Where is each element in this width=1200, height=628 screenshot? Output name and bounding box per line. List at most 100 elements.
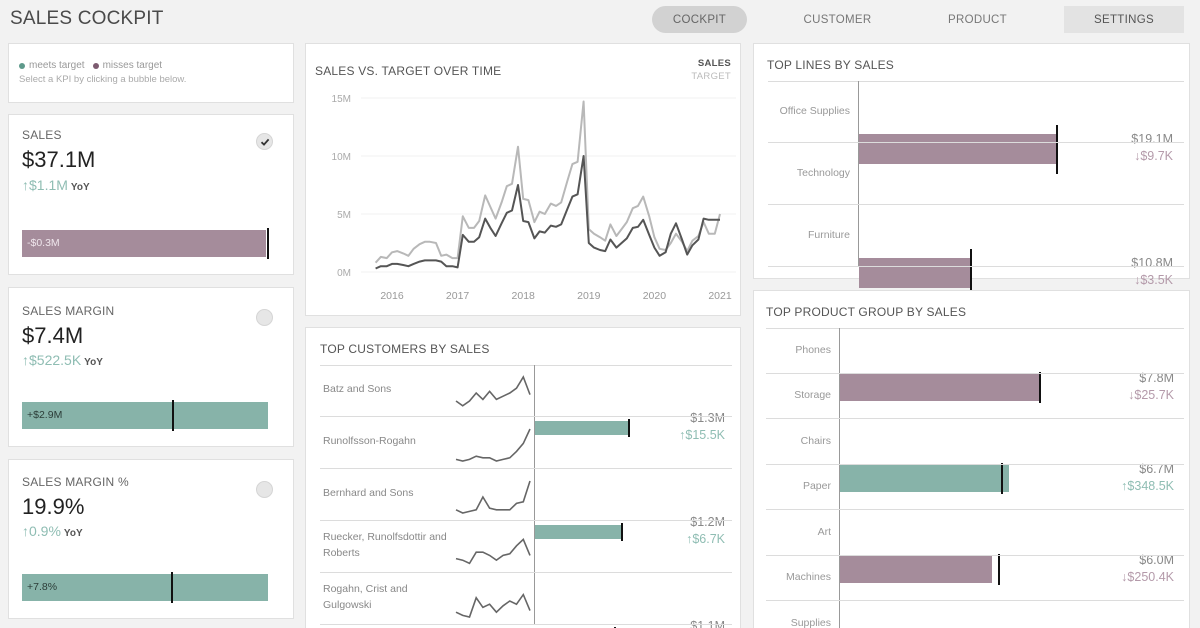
row-divider bbox=[766, 600, 1184, 601]
customer-row[interactable]: Runolfsson-Rogahn $1.2M ↑$6.7K bbox=[306, 417, 740, 546]
row-divider bbox=[320, 520, 732, 521]
sales-bar bbox=[840, 556, 993, 584]
line-row[interactable]: Technology $10.8M ↓$3.5K bbox=[754, 143, 1189, 298]
kpi-select-radio-selected[interactable] bbox=[256, 133, 273, 150]
customers-title: TOP CUSTOMERS BY SALES bbox=[320, 342, 490, 356]
product-group-row[interactable]: Paper$5.8M↓$289.4K bbox=[754, 465, 1189, 510]
kpi-yoy-value: ↑0.9% bbox=[22, 523, 61, 539]
target-marker bbox=[969, 248, 972, 298]
y-tick-label: 0M bbox=[337, 268, 351, 279]
delta-value: ↑$348.5K bbox=[1121, 478, 1174, 493]
x-tick-label: 2018 bbox=[512, 290, 536, 302]
sales-value: $1.1M bbox=[690, 619, 725, 628]
yoy-tag: YoY bbox=[63, 528, 83, 539]
row-divider bbox=[768, 81, 1184, 82]
kpi-yoy: ↑0.9% YoY bbox=[22, 523, 83, 539]
y-tick-label: 15M bbox=[332, 94, 351, 105]
row-divider bbox=[766, 554, 1184, 556]
meets-target-label: meets target bbox=[29, 60, 85, 71]
delta-value: ↓$3.5K bbox=[1134, 273, 1173, 287]
bullet-label: +$2.9M bbox=[27, 409, 63, 421]
top-lines-panel: TOP LINES BY SALES Office Supplies $19.1M… bbox=[753, 43, 1190, 422]
misses-target-dot-icon bbox=[92, 62, 99, 69]
bar-axis bbox=[534, 365, 535, 625]
category-label: Paper bbox=[802, 480, 831, 493]
row-divider bbox=[766, 418, 1184, 419]
sparkline-path bbox=[455, 592, 531, 618]
category-label: Technology bbox=[796, 167, 850, 179]
target-marker bbox=[1056, 124, 1058, 174]
kpi-card-sales[interactable]: SALES $37.1M ↑$1.1M YoY -$0.3M bbox=[8, 114, 294, 275]
top-product-groups-panel: TOP PRODUCT GROUP BY SALES Phones $7.8M ↓$… bbox=[753, 290, 1190, 628]
settings-button[interactable]: SETTINGS bbox=[1064, 6, 1184, 33]
customer-row[interactable]: Batz and Sons $1.3M ↑$15.5K bbox=[306, 365, 740, 442]
sales-bar bbox=[840, 374, 1040, 402]
kpi-card-sales-margin-pct[interactable]: SALES MARGIN % 19.9% ↑0.9% YoY +7.8% bbox=[8, 459, 294, 619]
top-customers-panel: TOP CUSTOMERS BY SALES Batz and Sons $1.3… bbox=[305, 327, 741, 628]
customer-name: Runolfsson-Rogahn bbox=[323, 435, 416, 447]
x-tick-label: 2016 bbox=[380, 290, 404, 302]
product-group-row[interactable]: Art$3.6M↓$7.7K bbox=[754, 510, 1189, 556]
delta-value: ↓$9.7K bbox=[1134, 149, 1173, 163]
customer-row[interactable]: Ruecker, Runolfsdottir and Roberts$1.1M↑… bbox=[306, 521, 740, 573]
sales-line bbox=[375, 155, 720, 270]
legend-panel: meets target misses target Select a KPI … bbox=[8, 43, 294, 103]
line-row[interactable]: Furniture$7.2M↓$302.1K bbox=[754, 205, 1189, 422]
sparkline bbox=[455, 592, 531, 618]
sales-bar bbox=[859, 134, 1057, 164]
sparkline bbox=[455, 428, 531, 462]
target-marker bbox=[266, 228, 269, 259]
kpi-yoy: ↑$1.1M YoY bbox=[22, 177, 90, 193]
kpi-bullet-bar: +7.8% bbox=[22, 572, 268, 603]
sparkline-path bbox=[455, 538, 531, 565]
line-chart: 0M 5M 10M 15M 2016 2017 2018 2019 2020 2021 bbox=[332, 94, 736, 302]
sparkline bbox=[455, 480, 531, 514]
category-label: Machines bbox=[786, 571, 831, 584]
x-tick-label: 2017 bbox=[446, 290, 470, 302]
row-divider bbox=[766, 328, 1184, 329]
category-label: Chairs bbox=[800, 434, 831, 447]
kpi-value: $37.1M bbox=[22, 147, 96, 172]
target-marker bbox=[171, 572, 174, 603]
row-divider bbox=[766, 372, 1184, 374]
delta-value: ↑$6.7K bbox=[686, 532, 725, 546]
kpi-select-radio[interactable] bbox=[256, 481, 273, 498]
sparkline-path bbox=[455, 428, 531, 462]
category-label: Office Supplies bbox=[779, 105, 850, 117]
product-group-row[interactable]: Machines$2.1M↑$58.8K bbox=[754, 556, 1189, 601]
customer-name: Ruecker, Runolfsdottir and Roberts bbox=[323, 531, 447, 559]
kpi-yoy-value: ↑$1.1M bbox=[22, 177, 68, 193]
bar-axis bbox=[858, 81, 859, 267]
customer-name: Batz and Sons bbox=[323, 383, 392, 395]
delta-value: ↓$250.4K bbox=[1121, 569, 1174, 584]
yoy-tag: YoY bbox=[84, 357, 103, 368]
product-group-row[interactable]: Phones $7.8M ↓$25.7K bbox=[754, 328, 1189, 404]
x-tick-label: 2019 bbox=[577, 290, 601, 302]
tab-cockpit[interactable]: COCKPIT bbox=[652, 6, 747, 33]
target-marker bbox=[1039, 372, 1041, 404]
yoy-tag: YoY bbox=[70, 182, 90, 193]
product-group-row[interactable]: Supplies$1.4M↓$2.1K bbox=[754, 601, 1189, 628]
sales-value: $1.3M bbox=[690, 411, 725, 425]
target-marker bbox=[998, 554, 1001, 586]
product-group-row[interactable]: Chairs $6.0M ↓$250.4K bbox=[754, 419, 1189, 586]
sales-value: $7.8M bbox=[1139, 370, 1174, 385]
delta-value: ↑$15.5K bbox=[679, 428, 725, 442]
kpi-value: $7.4M bbox=[22, 323, 84, 348]
tab-product[interactable]: PRODUCT bbox=[948, 13, 1007, 26]
sales-bar bbox=[859, 258, 971, 288]
line-row[interactable]: Office Supplies $19.1M ↓$9.7K bbox=[754, 81, 1189, 174]
products-title: TOP PRODUCT GROUP BY SALES bbox=[766, 305, 967, 319]
kpi-card-sales-margin[interactable]: SALES MARGIN $7.4M ↑$522.5K YoY +$2.9M bbox=[8, 287, 294, 447]
product-group-row[interactable]: Storage $6.7M ↑$348.5K bbox=[754, 374, 1189, 495]
row-divider bbox=[768, 204, 1184, 205]
customer-row[interactable]: Rogahn, Crist and Gulgowski$1.0M↑$6.8K bbox=[306, 573, 740, 625]
bullet-fill bbox=[22, 230, 267, 257]
tab-customer[interactable]: CUSTOMER bbox=[803, 13, 872, 26]
kpi-select-radio[interactable] bbox=[256, 309, 273, 326]
misses-target-label: misses target bbox=[102, 60, 163, 71]
category-label: Phones bbox=[795, 343, 831, 356]
sales-value: $6.7M bbox=[1139, 461, 1174, 476]
customer-row[interactable]: Bernhard and Sons$1.1M↓$5.1K bbox=[306, 469, 740, 628]
x-tick-label: 2021 bbox=[708, 290, 732, 302]
